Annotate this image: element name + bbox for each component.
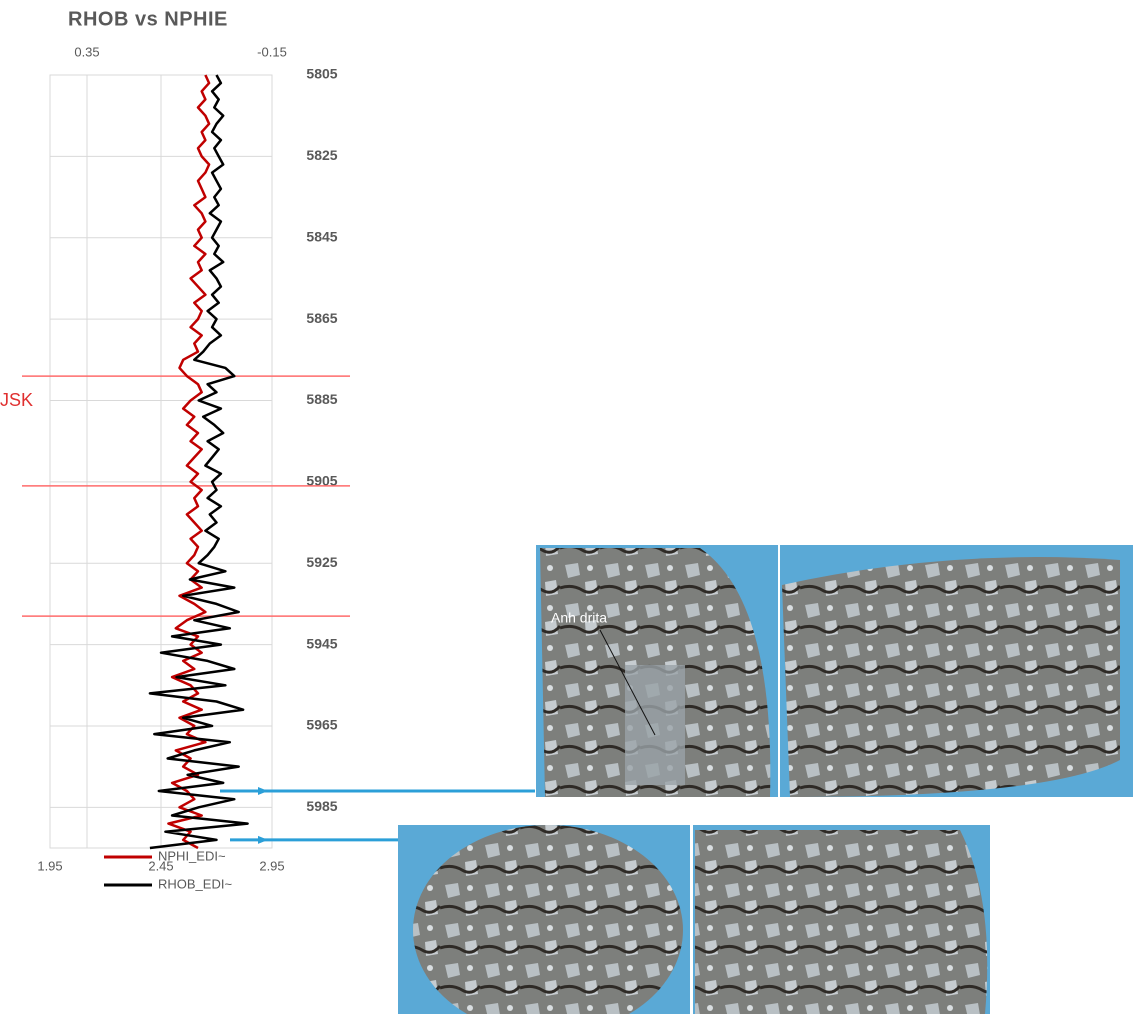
arrow-head — [258, 787, 268, 796]
depth-label: 5985 — [306, 798, 337, 814]
depth-label: 5925 — [306, 554, 337, 570]
top-tick-label: -0.15 — [257, 44, 287, 59]
arrow-head — [258, 835, 268, 844]
depth-label: 5845 — [306, 228, 337, 244]
depth-label: 5825 — [306, 147, 337, 163]
legend-label: RHOB_EDI~ — [158, 876, 232, 891]
log-curve — [167, 74, 211, 850]
depth-label: 5805 — [306, 66, 337, 82]
image-pointer — [599, 629, 656, 736]
top-tick-label: 0.35 — [74, 44, 99, 59]
image-rock — [695, 830, 988, 1014]
chart-title: RHOB vs NPHIE — [68, 8, 228, 30]
depth-label: 5965 — [306, 717, 337, 733]
depth-label: 5885 — [306, 391, 337, 407]
log-track: 5805 5825 5845 5865 5885 5905 5925 5945 5965 5985… — [0, 44, 350, 891]
thin-section-images: Anh drita — [398, 545, 1133, 1014]
depth-label: 5945 — [306, 635, 337, 651]
bottom-tick-label: 2.95 — [259, 858, 284, 873]
formation-label: JSK — [0, 390, 33, 410]
depth-label: 5865 — [306, 310, 337, 326]
image-crystal — [625, 665, 685, 785]
image-rock — [782, 557, 1120, 797]
log-curve — [148, 74, 249, 850]
bottom-tick-label: 1.95 — [37, 858, 62, 873]
bottom-tick-label: 2.45 — [148, 858, 173, 873]
image-label: Anh drita — [551, 610, 607, 626]
depth-label: 5905 — [306, 473, 337, 489]
image-rock — [413, 825, 683, 1014]
legend-label: NPHI_EDI~ — [158, 848, 226, 863]
